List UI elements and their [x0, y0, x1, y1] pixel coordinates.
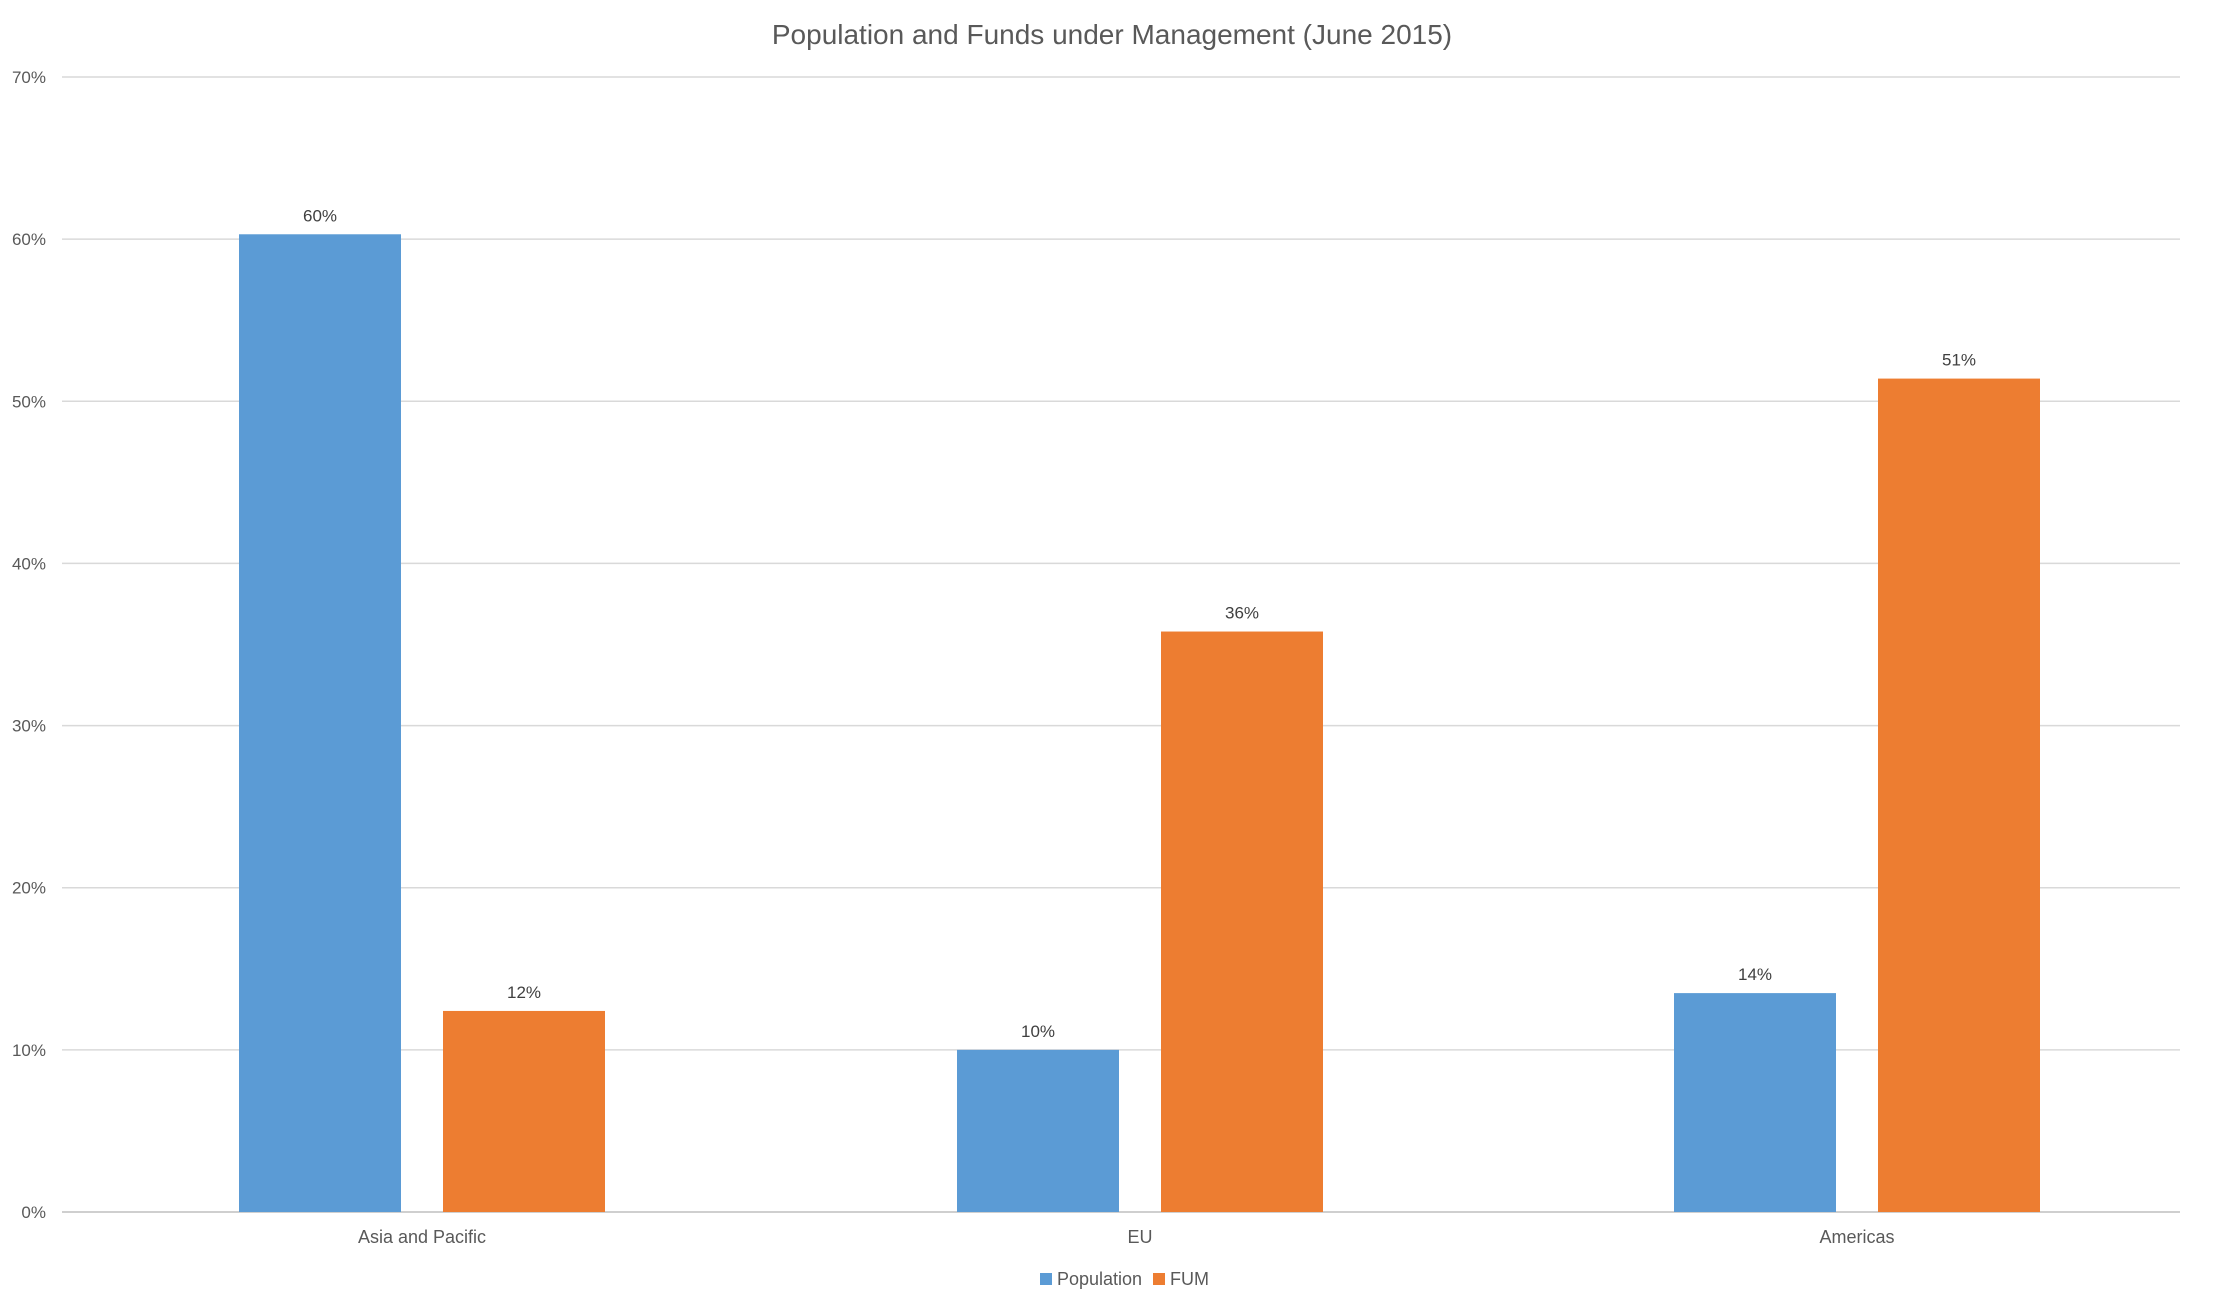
y-tick-label: 50%	[12, 392, 46, 411]
y-tick-label: 70%	[12, 68, 46, 87]
bar-fum-1	[1161, 631, 1323, 1212]
data-label: 60%	[303, 206, 337, 225]
data-label: 36%	[1225, 604, 1259, 623]
chart-title: Population and Funds under Management (J…	[772, 19, 1452, 50]
bar-fum-0	[443, 1010, 605, 1212]
bar-population-1	[957, 1049, 1119, 1212]
y-tick-label: 20%	[12, 879, 46, 898]
bar-fum-2	[1878, 378, 2040, 1213]
x-category-label: Americas	[1819, 1227, 1894, 1247]
legend-label-fum: FUM	[1170, 1269, 1209, 1289]
y-tick-label: 60%	[12, 230, 46, 249]
bar-population-2	[1674, 993, 1836, 1212]
data-label: 51%	[1942, 351, 1976, 370]
x-category-label: Asia and Pacific	[358, 1227, 486, 1247]
bars	[239, 234, 2040, 1213]
data-label: 12%	[507, 983, 541, 1002]
data-label: 10%	[1021, 1022, 1055, 1041]
y-tick-label: 0%	[21, 1203, 46, 1222]
y-tick-label: 40%	[12, 554, 46, 573]
y-tick-label: 30%	[12, 717, 46, 736]
data-label: 14%	[1738, 965, 1772, 984]
y-tick-label: 10%	[12, 1041, 46, 1060]
data-labels: 60% 10% 14% 12% 36% 51%	[303, 206, 1976, 1041]
bar-population-0	[239, 234, 401, 1212]
legend-label-population: Population	[1057, 1269, 1142, 1289]
legend: Population FUM	[1040, 1269, 1209, 1289]
legend-swatch-population	[1040, 1273, 1052, 1285]
x-axis-categories: Asia and Pacific EU Americas	[358, 1227, 1895, 1247]
gridlines	[62, 76, 2180, 1213]
x-category-label: EU	[1127, 1227, 1152, 1247]
legend-swatch-fum	[1153, 1273, 1165, 1285]
y-axis-ticks: 0% 10% 20% 30% 40% 50% 60% 70%	[12, 68, 46, 1222]
